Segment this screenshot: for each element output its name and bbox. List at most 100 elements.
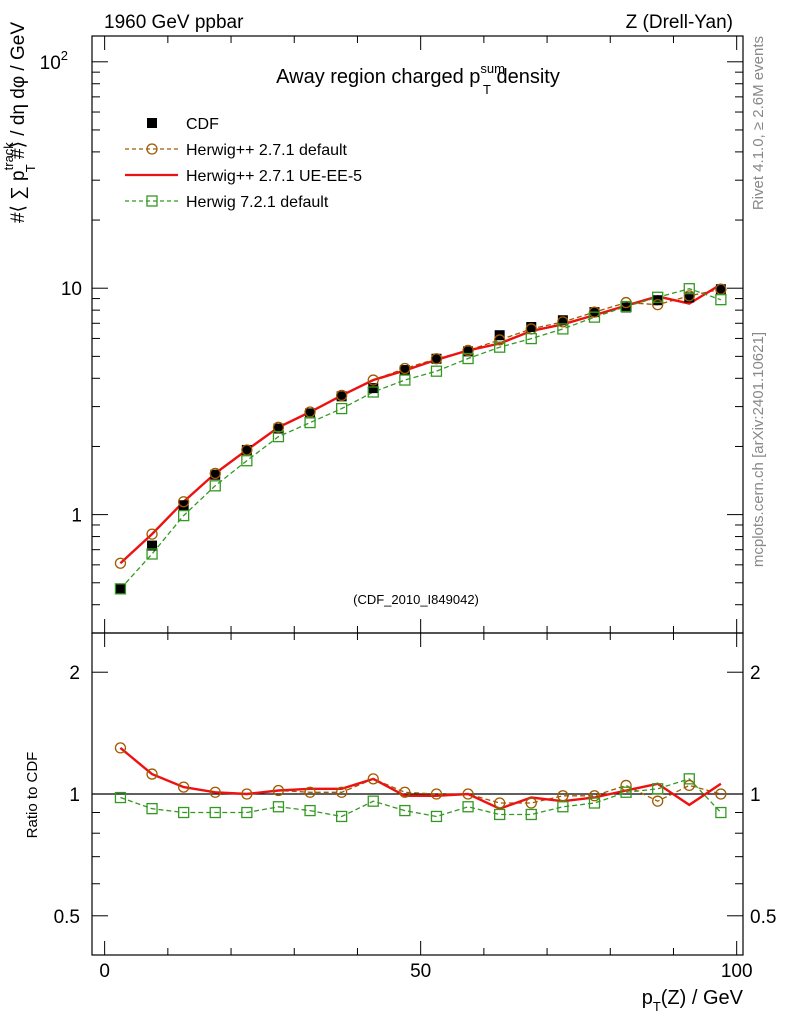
main-point-herwig-7-2-1-default-14 — [557, 323, 569, 335]
main-point-herwig-7-2-1-default-13 — [525, 332, 537, 345]
main-point-herwig-7-2-1-default-9 — [399, 374, 411, 386]
ratio-point-herwig-2-7-1-default-2 — [177, 781, 190, 793]
ratio-y-tick-labels: 0.5 0.5 1 1 2 2 — [54, 663, 777, 928]
main-point-cdf-1 — [147, 540, 158, 551]
main-ytick-label-1: 1 — [71, 506, 82, 527]
ratio-point-herwig-2-7-1-default-6 — [304, 786, 316, 798]
main-point-herwig-7-2-1-default-15 — [588, 311, 601, 323]
main-point-cdf-8 — [368, 383, 379, 394]
main-point-cdf-6 — [305, 408, 316, 419]
main-point-cdf-5 — [273, 423, 284, 434]
main-point-herwig-2-7-1-default-14 — [557, 316, 569, 328]
ratio-point-herwig-2-7-1-default-3 — [209, 786, 221, 798]
legend-entry-herwig7: Herwig 7.2.1 default — [125, 194, 329, 211]
legend-cdf-label: CDF — [186, 116, 219, 133]
main-point-herwig-2-7-1-default-0 — [114, 557, 127, 569]
ratio-point-herwig-7-2-1-default-9 — [399, 804, 411, 817]
main-point-herwig-2-7-1-default-3 — [209, 467, 221, 480]
ratio-point-herwig-2-7-1-default-9 — [399, 786, 411, 798]
main-series-group — [114, 283, 727, 595]
mcplots-note: mcplots.cern.ch [arXiv:2401.10621] — [750, 332, 767, 567]
ratio-point-herwig-2-7-1-default-0 — [114, 742, 127, 754]
legend-herwig7-marker — [146, 195, 158, 207]
ratio-point-herwig-7-2-1-default-8 — [367, 795, 379, 807]
main-point-herwig-7-2-1-default-1 — [146, 548, 158, 560]
ratio-point-herwig-7-2-1-default-19 — [715, 806, 727, 819]
ratio-ytick-label-left-2: 2 — [69, 663, 80, 684]
analysis-tag: (CDF_2010_I849042) — [353, 592, 479, 607]
ratio-point-herwig-2-7-1-default-1 — [146, 768, 158, 780]
main-point-herwig-7-2-1-default-12 — [494, 341, 506, 353]
chart-title: Away region charged psum T density — [276, 61, 560, 97]
main-point-cdf-13 — [526, 321, 537, 332]
ratio-x-tick-labels: 0 50 100 — [99, 961, 752, 982]
main-line-herwig-2-7-1-default — [119, 288, 722, 564]
main-point-herwig-2-7-1-default-17 — [652, 299, 664, 311]
legend-entry-herwig-default: Herwig++ 2.7.1 default — [125, 142, 348, 159]
main-ytick-label-10: 10 — [61, 279, 82, 300]
ratio-point-herwig-2-7-1-default-16 — [620, 779, 632, 792]
ratio-point-herwig-7-2-1-default-14 — [557, 801, 569, 813]
legend-herwig-default-label: Herwig++ 2.7.1 default — [186, 142, 348, 159]
main-point-cdf-14 — [557, 315, 568, 326]
ratio-point-herwig-7-2-1-default-5 — [272, 801, 285, 813]
x-tick-label-50: 50 — [410, 961, 431, 982]
main-point-cdf-18 — [684, 292, 695, 303]
ratio-point-herwig-2-7-1-default-19 — [715, 788, 727, 800]
main-point-herwig-7-2-1-default-6 — [304, 416, 316, 429]
ratio-point-herwig-7-2-1-default-2 — [177, 806, 190, 819]
ratio-point-herwig-7-2-1-default-12 — [494, 808, 506, 821]
main-point-herwig-7-2-1-default-17 — [652, 291, 664, 303]
header-energy-label: 1960 GeV ppbar — [104, 12, 244, 33]
main-ytick-label-base: 10 — [40, 53, 61, 74]
main-y-axis-label: #⟨ ∑ ptrack T #⟩ / dη dφ / GeV — [1, 22, 38, 223]
main-point-herwig-7-2-1-default-5 — [272, 430, 285, 443]
main-panel-ticks — [92, 36, 743, 634]
main-point-herwig-7-2-1-default-8 — [367, 386, 379, 398]
ratio-point-herwig-2-7-1-default-14 — [557, 790, 569, 802]
ratio-point-herwig-2-7-1-default-17 — [652, 795, 664, 807]
legend-entry-herwig-ueee5: Herwig++ 2.7.1 UE-EE-5 — [125, 168, 362, 185]
ratio-point-herwig-2-7-1-default-7 — [336, 786, 348, 798]
main-point-cdf-4 — [241, 444, 252, 455]
ratio-point-herwig-2-7-1-default-8 — [367, 773, 379, 785]
main-point-herwig-7-2-1-default-0 — [114, 583, 127, 595]
ratio-point-herwig-7-2-1-default-18 — [683, 773, 695, 785]
main-point-cdf-3 — [210, 469, 221, 480]
main-point-herwig-2-7-1-default-12 — [494, 334, 506, 346]
main-line-herwig-7-2-1-default — [119, 288, 722, 590]
ratio-point-herwig-7-2-1-default-0 — [114, 791, 127, 804]
ratio-point-herwig-2-7-1-default-12 — [494, 797, 506, 809]
ratio-point-herwig-2-7-1-default-4 — [241, 788, 253, 800]
ratio-series-group — [114, 742, 727, 823]
ratio-point-herwig-2-7-1-default-18 — [683, 779, 695, 792]
ratio-point-herwig-7-2-1-default-13 — [525, 808, 537, 821]
main-point-cdf-19 — [715, 284, 726, 295]
ratio-point-herwig-7-2-1-default-1 — [146, 803, 158, 815]
ratio-point-herwig-2-7-1-default-15 — [588, 790, 601, 802]
ratio-point-herwig-2-7-1-default-13 — [525, 797, 537, 809]
ratio-point-herwig-7-2-1-default-4 — [241, 806, 253, 819]
main-point-cdf-9 — [399, 365, 410, 376]
x-axis-label: pT(Z) / GeV — [642, 987, 744, 1014]
ratio-point-herwig-7-2-1-default-11 — [462, 801, 474, 813]
main-point-herwig-7-2-1-default-19 — [715, 294, 727, 306]
legend-herwig7-label: Herwig 7.2.1 default — [186, 194, 329, 211]
ratio-point-herwig-7-2-1-default-16 — [620, 786, 632, 798]
x-tick-label-100: 100 — [721, 961, 753, 982]
main-point-cdf-10 — [431, 353, 442, 364]
main-point-herwig-2-7-1-default-10 — [430, 353, 443, 365]
ratio-ytick-label-right-1: 1 — [750, 785, 761, 806]
main-point-herwig-2-7-1-default-5 — [272, 421, 285, 433]
main-point-herwig-7-2-1-default-18 — [683, 283, 695, 295]
rivet-version-note: Rivet 4.1.0, ≥ 2.6M events — [750, 36, 767, 210]
ratio-ytick-label-right-0-5: 0.5 — [750, 907, 776, 928]
ratio-line-herwig-2-7-1-ue-ee-5 — [119, 746, 722, 810]
main-point-cdf-11 — [463, 346, 474, 357]
ratio-ytick-label-left-1: 1 — [69, 785, 80, 806]
ratio-point-herwig-2-7-1-default-11 — [462, 788, 474, 800]
ratio-point-herwig-7-2-1-default-3 — [209, 806, 221, 819]
legend-cdf-marker — [147, 118, 157, 128]
ratio-point-herwig-7-2-1-default-17 — [652, 783, 664, 795]
